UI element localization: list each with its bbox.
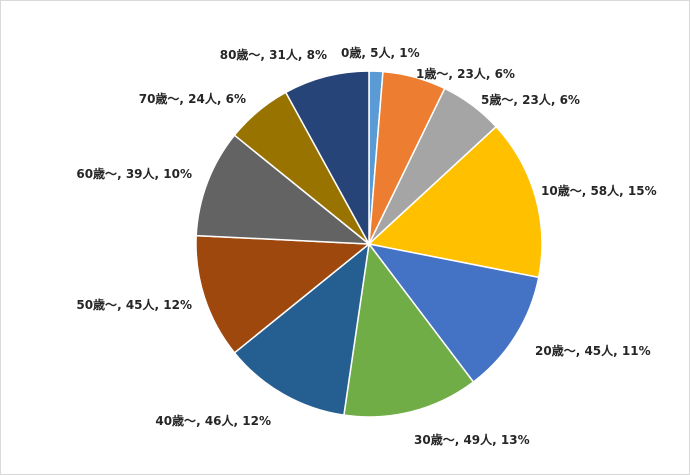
pie-slice-3 xyxy=(367,125,543,279)
slice-label-8: 60歳～, 39人, 10% xyxy=(76,166,192,181)
pie-slice-7 xyxy=(195,234,372,354)
slice-label-9: 70歳～, 24人, 6% xyxy=(139,91,246,106)
slice-label-5: 30歳～, 49人, 13% xyxy=(414,432,530,447)
pie-slice-8 xyxy=(195,134,372,245)
slice-label-10: 80歳～, 31人, 8% xyxy=(220,47,327,62)
pie-slice-5 xyxy=(343,242,475,418)
pie-labels: 0歳, 5人, 1% 1歳～, 23人, 6% 5歳～, 23人, 6% 10歳… xyxy=(76,45,656,447)
pie-slices xyxy=(195,70,543,418)
slice-label-0: 0歳, 5人, 1% xyxy=(341,45,420,60)
slice-label-7: 50歳～, 45人, 12% xyxy=(76,297,192,312)
slice-label-3: 10歳～, 58人, 15% xyxy=(541,183,657,198)
pie-slice-10 xyxy=(284,70,370,245)
pie-slice-4 xyxy=(367,242,540,384)
slice-label-1: 1歳～, 23人, 6% xyxy=(416,66,515,81)
slice-label-6: 40歳～, 46人, 12% xyxy=(155,413,271,428)
pie-slice-6 xyxy=(233,242,371,417)
slice-label-4: 20歳～, 45人, 11% xyxy=(535,343,651,358)
slice-label-2: 5歳～, 23人, 6% xyxy=(481,92,580,107)
